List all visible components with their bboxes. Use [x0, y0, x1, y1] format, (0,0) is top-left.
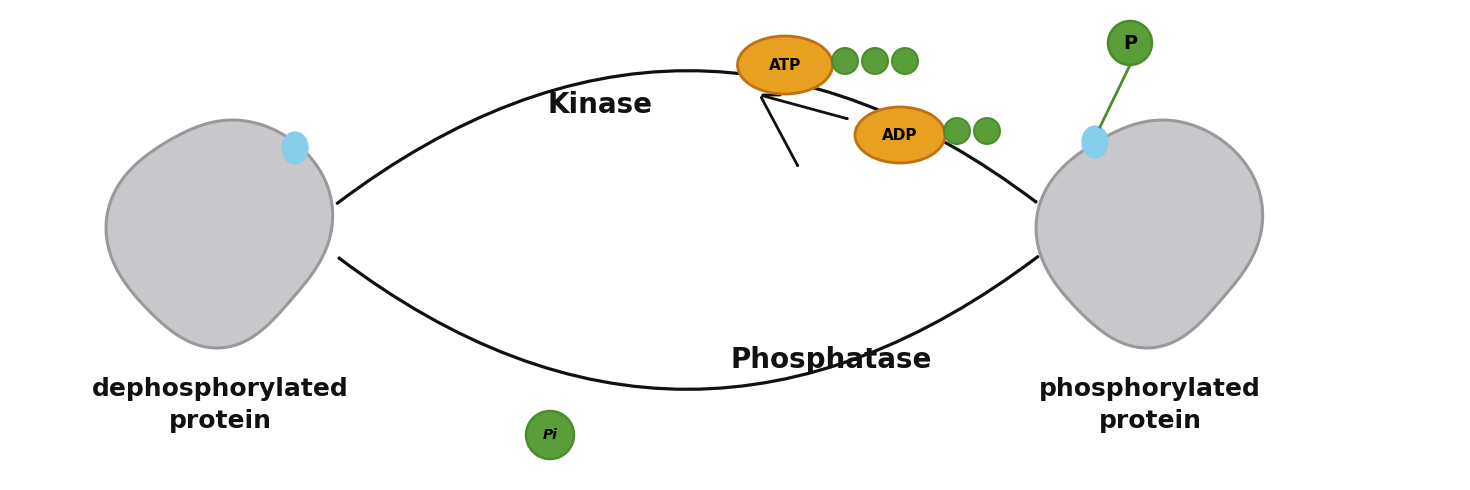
Polygon shape	[1082, 126, 1108, 158]
FancyArrowPatch shape	[337, 71, 1036, 203]
Text: phosphorylated
protein: phosphorylated protein	[1039, 377, 1261, 433]
Text: Phosphatase: Phosphatase	[731, 346, 932, 374]
Text: Kinase: Kinase	[547, 91, 653, 119]
Circle shape	[892, 48, 917, 74]
Circle shape	[526, 411, 573, 459]
Circle shape	[861, 48, 888, 74]
Circle shape	[975, 118, 1000, 144]
Polygon shape	[1036, 120, 1263, 348]
Text: Pi: Pi	[542, 428, 557, 442]
Ellipse shape	[738, 36, 832, 94]
Circle shape	[832, 48, 858, 74]
Text: ADP: ADP	[882, 127, 917, 143]
Text: ATP: ATP	[769, 57, 801, 73]
FancyArrowPatch shape	[340, 257, 1038, 390]
Polygon shape	[282, 132, 309, 164]
FancyArrowPatch shape	[761, 98, 798, 166]
Polygon shape	[106, 120, 332, 348]
Circle shape	[1108, 21, 1152, 65]
Text: dephosphorylated
protein: dephosphorylated protein	[91, 377, 348, 433]
Ellipse shape	[856, 107, 945, 163]
Text: P: P	[1123, 33, 1138, 52]
FancyArrowPatch shape	[763, 96, 847, 119]
Circle shape	[944, 118, 970, 144]
